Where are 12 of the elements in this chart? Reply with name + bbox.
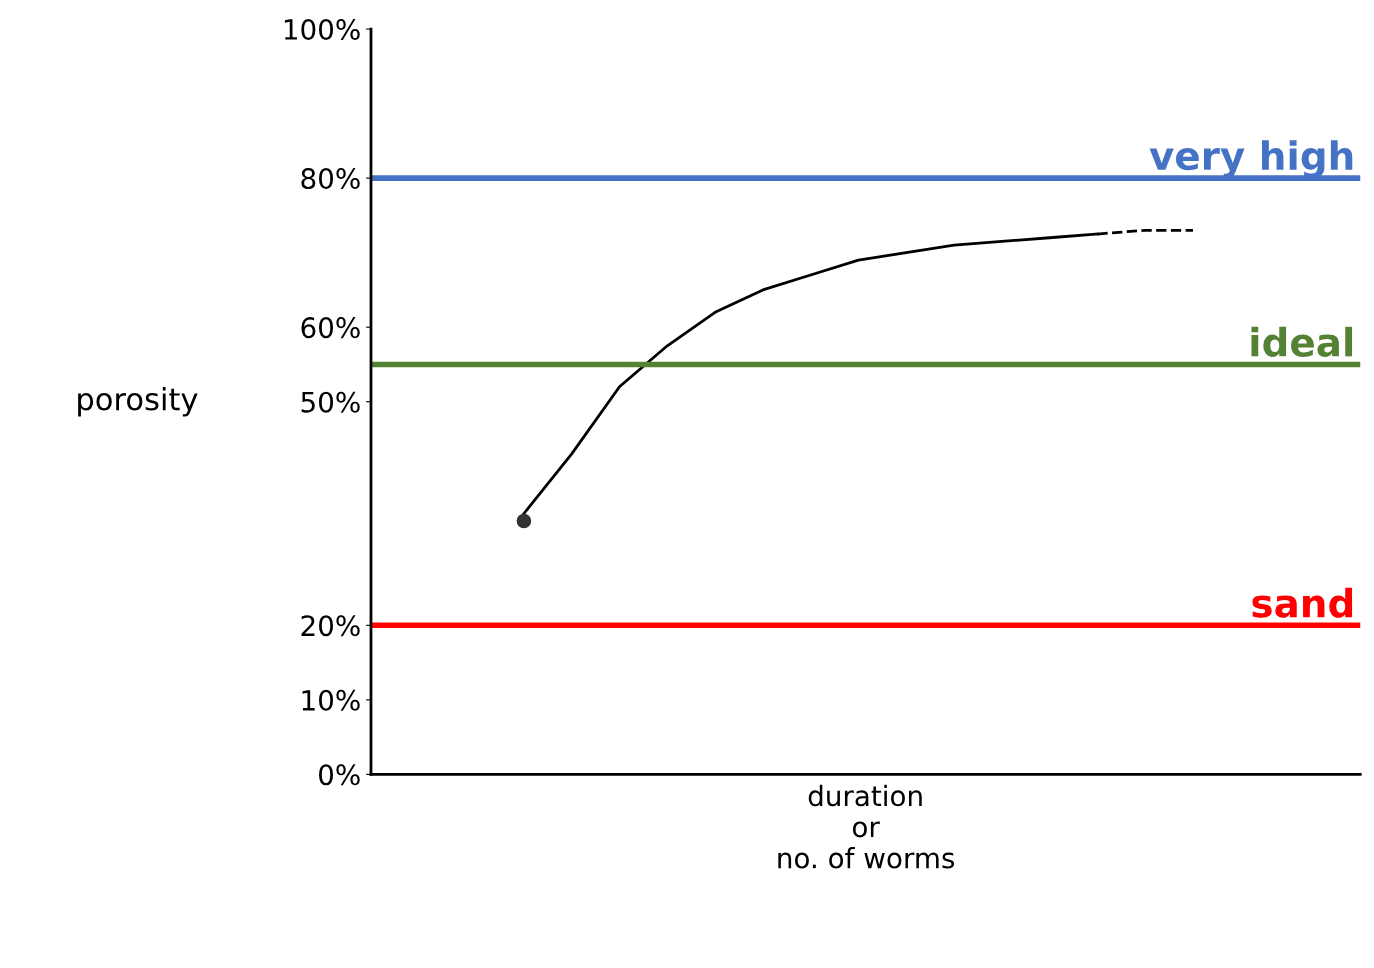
y-axis-title: porosity (78, 386, 198, 417)
ref-line-label: sand (1252, 587, 1353, 618)
y-tick-label: 100% (284, 18, 360, 40)
x-axis-title: duration or no. of worms (778, 784, 955, 869)
y-tick-label: 20% (301, 615, 360, 637)
ref-line-label: very high (1149, 140, 1353, 179)
ref-line-label: ideal (1251, 326, 1353, 357)
y-tick-label: 50% (301, 391, 360, 413)
y-tick-label: 10% (302, 689, 360, 711)
y-tick-label: 80% (301, 168, 360, 190)
y-tick-label: 60% (301, 317, 360, 339)
y-tick-label: 0% (319, 764, 360, 786)
